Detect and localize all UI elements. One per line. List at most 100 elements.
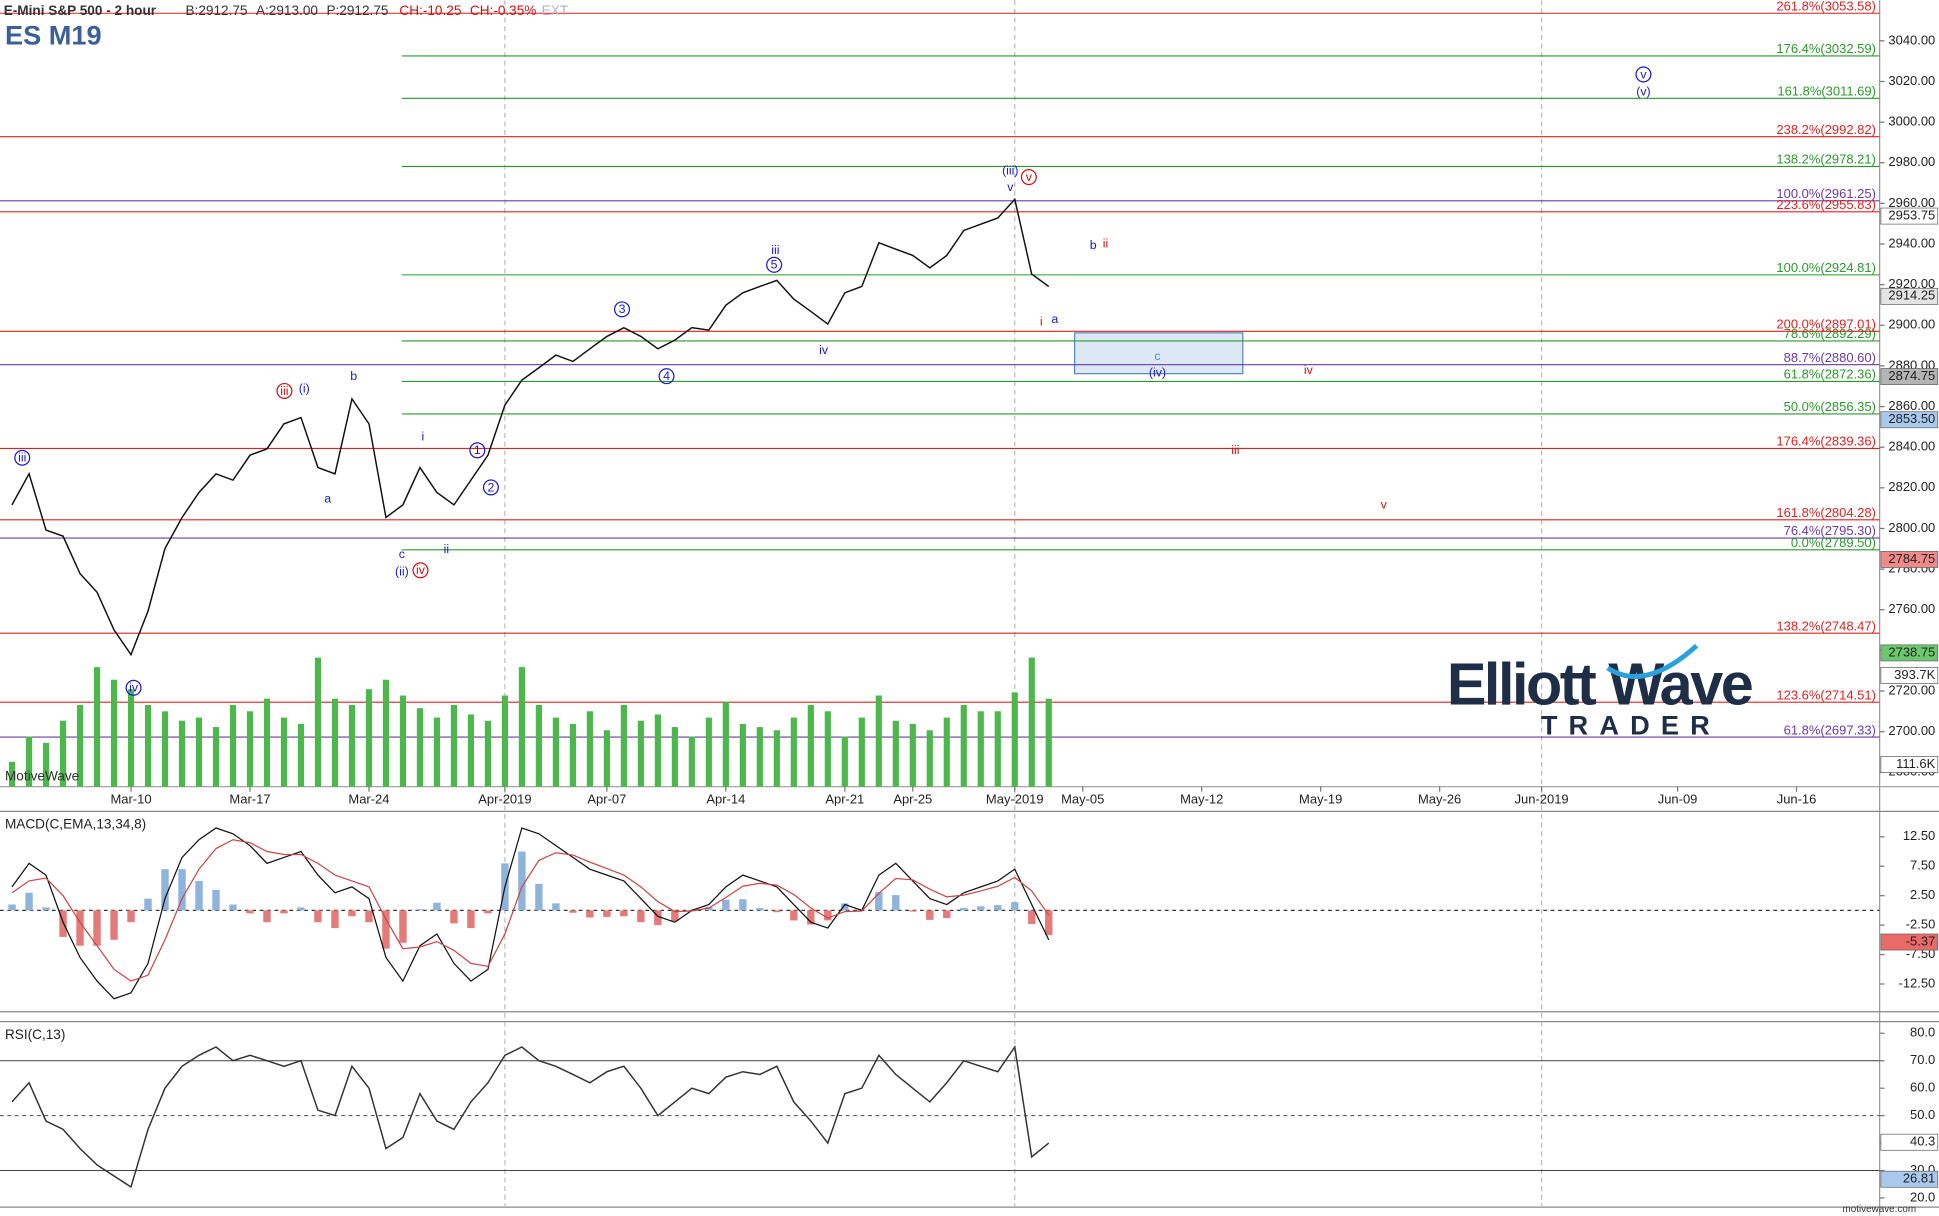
histogram-bar: [382, 910, 390, 949]
histogram-bar: [280, 910, 288, 914]
histogram-bar: [875, 892, 883, 911]
histogram-bar: [450, 910, 458, 924]
wave-label: iv: [129, 681, 139, 695]
footer: motivewave.com: [1843, 1204, 1917, 1215]
histogram-bar: [739, 899, 747, 911]
level-label: 138.2%(2978.21): [1776, 152, 1876, 167]
volume-bar: [790, 717, 797, 787]
level-label: 76.4%(2795.30): [1784, 523, 1876, 538]
macd-line: [11, 827, 1050, 1000]
histogram-bar: [93, 910, 101, 946]
histogram-bar: [637, 910, 645, 923]
volume-bar: [161, 711, 169, 787]
histogram-bar: [161, 869, 169, 911]
wave-label: b: [350, 369, 357, 383]
volume-bar: [858, 717, 865, 787]
volume-bar: [297, 723, 305, 787]
x-tick-label: May-19: [1299, 792, 1342, 807]
volume-bar: [892, 720, 899, 787]
volume-bar: [382, 679, 390, 787]
wave-circle: [658, 368, 675, 385]
wave-label: b: [1090, 238, 1097, 252]
volume-bar: [569, 723, 576, 787]
volume-bar: [484, 720, 492, 787]
wave-label: c: [399, 547, 405, 561]
y-tick-label: 3020.00: [1888, 73, 1935, 88]
wave-circle: [14, 449, 31, 466]
histogram-bar: [586, 910, 594, 918]
histogram-bar: [790, 910, 798, 921]
level-label: 0.0%(2789.50): [1791, 535, 1876, 550]
level-label: 61.8%(2872.36): [1784, 367, 1876, 382]
histogram-bar: [943, 910, 951, 919]
level-label: 176.4%(2839.36): [1776, 434, 1876, 449]
wave-circle: [613, 301, 631, 318]
histogram-bar: [76, 910, 84, 946]
panel-title: RSI(C,13): [5, 1027, 65, 1042]
level-label: 100.0%(2924.81): [1776, 260, 1876, 275]
level-label: 100.0%(2961.25): [1776, 186, 1876, 201]
histogram-bar: [416, 909, 424, 911]
histogram-bar: [1011, 902, 1019, 911]
histogram-bar: [59, 910, 67, 937]
volume-bar: [144, 704, 152, 787]
volume-bar: [280, 717, 288, 787]
volume-bar: [875, 695, 882, 787]
x-tick-label: Apr-25: [893, 792, 932, 807]
level-label: 200.0%(2897.01): [1776, 317, 1876, 332]
histogram-bar: [671, 910, 679, 922]
level-label: 78.6%(2892.29): [1784, 326, 1876, 341]
x-tick-label: Jun-2019: [1515, 792, 1569, 807]
volume-bar: [127, 689, 135, 787]
y-tick-label: 80.0: [1910, 1025, 1935, 1040]
volume-bar: [773, 730, 780, 787]
x-tick-label: Apr-2019: [478, 792, 531, 807]
y-tick-label: -12.50: [1899, 975, 1936, 990]
histogram-bar: [178, 869, 186, 911]
histogram-bar: [620, 910, 628, 917]
wave-label: i: [1040, 315, 1043, 329]
histogram-bar: [314, 910, 322, 923]
wave-label: iv: [1304, 363, 1314, 377]
wave-circle: [469, 442, 486, 459]
y-tick-label: 2840.00: [1888, 439, 1935, 454]
wave-label: v: [1007, 180, 1014, 194]
price-badge-label: 2784.75: [1888, 551, 1935, 566]
histogram-bar: [977, 906, 985, 911]
wave-label: iv: [416, 563, 426, 577]
price-badge-label: -5.37: [1906, 933, 1936, 948]
volume-bar: [93, 667, 101, 787]
volume-badge-label: 393.7K: [1894, 667, 1935, 682]
y-tick-label: 2800.00: [1888, 520, 1935, 535]
logo-swoosh: [1606, 643, 1699, 679]
price-badge-label: 2914.25: [1888, 288, 1935, 303]
x-tick-label: Jun-09: [1658, 792, 1698, 807]
volume-bar: [433, 717, 441, 787]
y-tick-label: 70.0: [1910, 1052, 1935, 1067]
y-tick-label: 2720.00: [1888, 682, 1935, 697]
histogram-bar: [654, 910, 662, 926]
volume-bar: [178, 720, 186, 787]
histogram-bar: [603, 910, 611, 917]
level-label: 50.0%(2856.35): [1784, 399, 1876, 414]
volume-bar: [416, 708, 424, 787]
wave-label: 4: [663, 369, 670, 383]
volume-bar: [314, 657, 322, 787]
histogram-bar: [229, 904, 237, 911]
histogram-bar: [246, 910, 254, 914]
wave-label: iii: [280, 384, 288, 398]
price-badge: [1880, 644, 1939, 662]
symbol: ES M19: [5, 19, 102, 50]
price-badge: [1880, 207, 1939, 225]
histogram-bar: [195, 880, 203, 911]
volume-bar: [722, 701, 729, 787]
wave-label: iii: [18, 451, 26, 465]
x-tick-label: May-2019: [986, 792, 1044, 807]
y-tick-label: 50.0: [1910, 1107, 1935, 1122]
wave-circle: [482, 479, 499, 496]
histogram-bar: [552, 903, 560, 911]
volume-bar: [807, 704, 814, 787]
x-tick-label: May-12: [1180, 792, 1223, 807]
wave-label: a: [324, 491, 331, 505]
